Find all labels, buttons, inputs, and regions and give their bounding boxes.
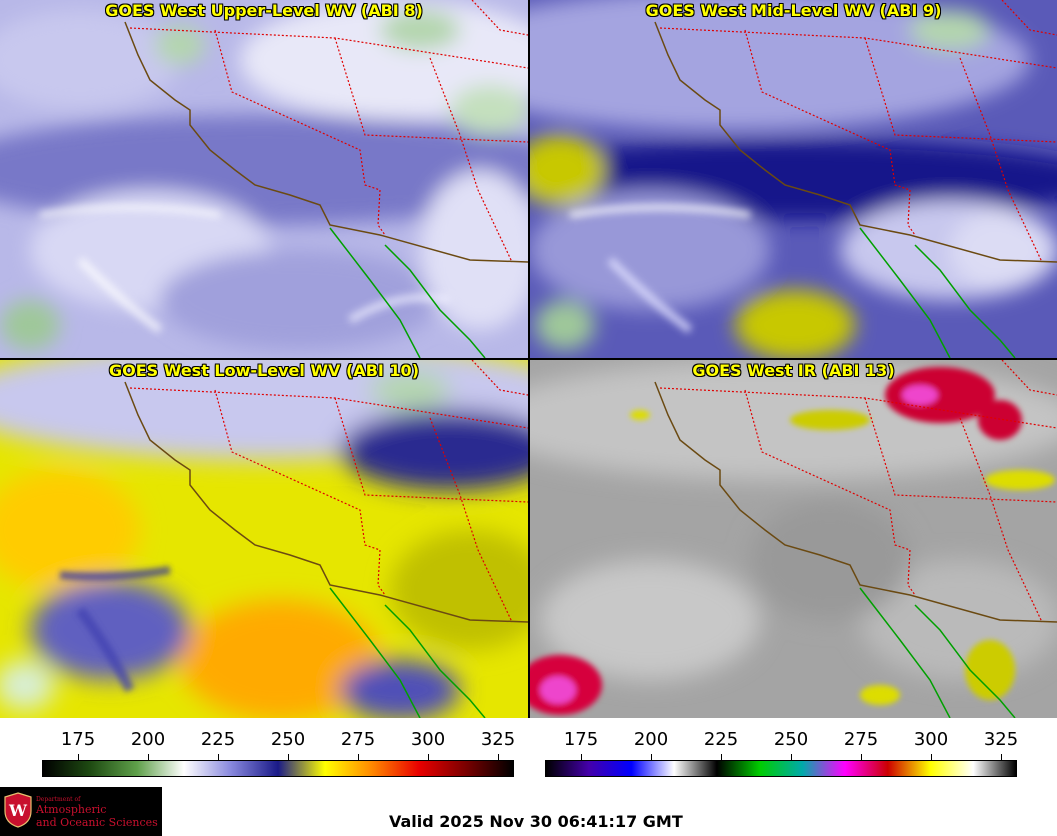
ir-colorbar-tick-mark	[581, 754, 582, 760]
wv-colorbar-tick-label: 175	[60, 729, 96, 750]
ir-colorbar-tick-mark	[721, 754, 722, 760]
panel-upper-level-wv: GOES West Upper-Level WV (ABI 8)	[0, 0, 528, 358]
ir-colorbar-tick-mark	[1001, 754, 1002, 760]
wv-colorbar-tick-mark	[428, 754, 429, 760]
mid-level-wv-image	[530, 0, 1057, 358]
logo-line-department: Department of	[36, 796, 81, 803]
wv-colorbar-tick-mark	[148, 754, 149, 760]
ir-colorbar-strip	[545, 760, 1017, 777]
wv-colorbar-strip	[42, 760, 514, 777]
ir-colorbar-tick-mark	[931, 754, 932, 760]
ir-colorbar: 175 200 225 250 275 300 325	[545, 718, 1019, 780]
ir-image	[530, 360, 1057, 718]
ir-colorbar-ticks: 175 200 225 250 275 300 325	[545, 718, 1019, 760]
panel-divider-horizontal	[0, 358, 1057, 360]
wv-colorbar-tick-label: 250	[270, 729, 306, 750]
panel-low-level-wv: GOES West Low-Level WV (ABI 10)	[0, 360, 528, 718]
ir-colorbar-tick-label: 200	[633, 729, 669, 750]
panel-mid-level-wv: GOES West Mid-Level WV (ABI 9)	[530, 0, 1057, 358]
ir-colorbar-tick-mark	[791, 754, 792, 760]
low-level-wv-image	[0, 360, 528, 718]
wv-colorbar-tick-mark	[218, 754, 219, 760]
wv-colorbar-ticks: 175 200 225 250 275 300 325	[42, 718, 516, 760]
ir-colorbar-tick-label: 300	[913, 729, 949, 750]
wv-colorbar-tick-label: 300	[410, 729, 446, 750]
logo-line-oceanic: and Oceanic Sciences	[36, 816, 158, 829]
wv-colorbar-tick-label: 225	[200, 729, 236, 750]
seal-letter: W	[8, 801, 28, 820]
wv-colorbar-tick-mark	[498, 754, 499, 760]
valid-time-label: Valid 2025 Nov 30 06:41:17 GMT	[389, 812, 683, 831]
wv-colorbar-tick-mark	[358, 754, 359, 760]
ir-colorbar-tick-label: 250	[773, 729, 809, 750]
ir-colorbar-tick-mark	[651, 754, 652, 760]
wv-colorbar-tick-label: 325	[480, 729, 516, 750]
wv-colorbar-tick-mark	[78, 754, 79, 760]
ir-colorbar-tick-label: 325	[983, 729, 1019, 750]
wv-colorbar: 175 200 225 250 275 300 325	[42, 718, 516, 780]
wv-colorbar-tick-label: 275	[340, 729, 376, 750]
uw-seal-icon: W	[4, 792, 32, 828]
ir-colorbar-tick-label: 275	[843, 729, 879, 750]
wv-colorbar-tick-mark	[288, 754, 289, 760]
ir-colorbar-tick-label: 225	[703, 729, 739, 750]
aos-logo: W Department of Atmospheric and Oceanic …	[0, 787, 162, 836]
logo-line-atmospheric: Atmospheric	[36, 803, 107, 816]
ir-colorbar-tick-mark	[861, 754, 862, 760]
panel-ir: GOES West IR (ABI 13)	[530, 360, 1057, 718]
ir-colorbar-tick-label: 175	[563, 729, 599, 750]
upper-level-wv-image	[0, 0, 528, 358]
wv-colorbar-tick-label: 200	[130, 729, 166, 750]
